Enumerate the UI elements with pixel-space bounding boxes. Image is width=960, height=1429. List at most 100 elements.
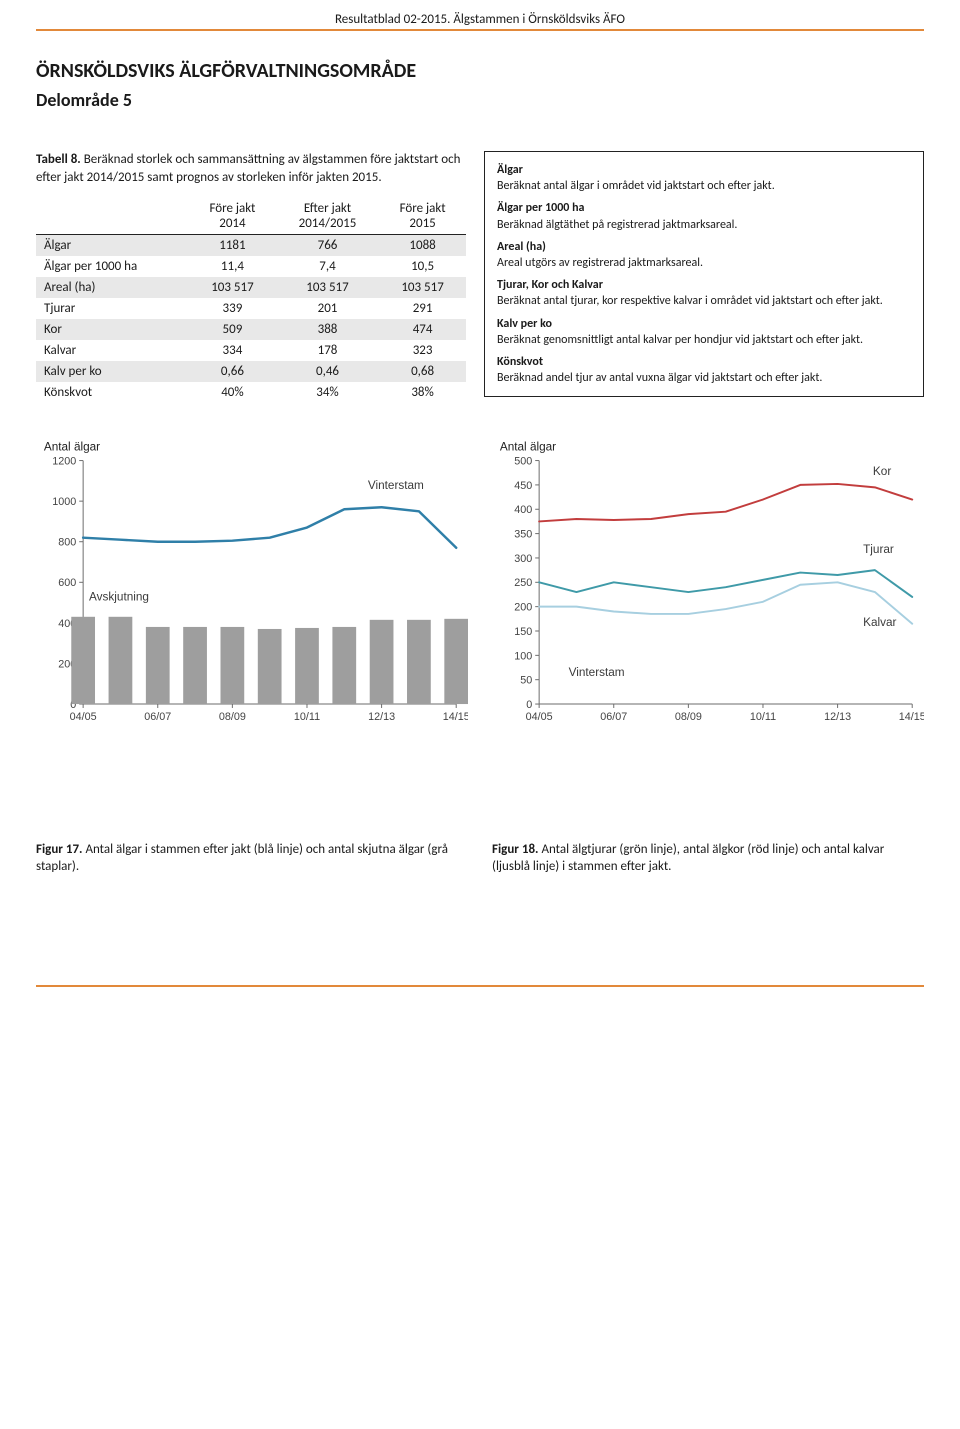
figure-18-text: Antal älgtjurar (grön linje), antal älgk… (492, 842, 884, 874)
chart-left-panel: Antal älgar02004006008001000120004/0506/… (36, 437, 468, 732)
svg-text:400: 400 (514, 504, 532, 516)
cell-value: 1088 (379, 235, 466, 257)
svg-text:08/09: 08/09 (219, 711, 246, 723)
definition-desc: Areal utgörs av registrerad jaktmarksare… (497, 255, 911, 271)
svg-text:100: 100 (514, 650, 532, 662)
svg-text:Antal älgar: Antal älgar (500, 441, 556, 454)
svg-text:300: 300 (514, 553, 532, 565)
table-row: Kor509388474 (36, 319, 466, 340)
cell-value: 34% (276, 382, 379, 403)
definition-term: Kalv per ko (497, 316, 911, 332)
chart-left: Antal älgar02004006008001000120004/0506/… (36, 437, 468, 732)
cell-value: 0,46 (276, 361, 379, 382)
cell-value: 339 (189, 298, 276, 319)
svg-text:Tjurar: Tjurar (863, 543, 894, 556)
figure-17-caption: Figur 17. Antal älgar i stammen efter ja… (36, 842, 468, 876)
svg-text:Kor: Kor (873, 465, 891, 478)
row-label: Kor (36, 319, 189, 340)
figure-17-lead: Figur 17. (36, 842, 83, 857)
chart-right: Antal älgar05010015020025030035040045050… (492, 437, 924, 732)
col-header-3-bottom: 2015 (387, 216, 458, 231)
definitions-column: ÄlgarBeräknat antal älgar i området vid … (484, 151, 924, 397)
table-column: Tabell 8. Beräknad storlek och sammansät… (36, 151, 466, 403)
svg-text:14/15: 14/15 (899, 711, 924, 723)
cell-value: 10,5 (379, 256, 466, 277)
col-header-3-top: Före jakt (400, 201, 446, 216)
figure-captions-row: Figur 17. Antal älgar i stammen efter ja… (36, 842, 924, 876)
charts-row: Antal älgar02004006008001000120004/0506/… (36, 437, 924, 732)
col-header-blank (36, 198, 189, 235)
table-caption-lead: Tabell 8. (36, 152, 81, 167)
footer-rule (36, 985, 924, 987)
table-caption-text: Beräknad storlek och sammansättning av ä… (36, 152, 461, 185)
svg-text:Antal älgar: Antal älgar (44, 441, 100, 454)
row-label: Kalvar (36, 340, 189, 361)
row-label: Kalv per ko (36, 361, 189, 382)
definition-term: Älgar (497, 162, 911, 178)
svg-text:Vinterstam: Vinterstam (368, 479, 424, 492)
svg-text:06/07: 06/07 (600, 711, 627, 723)
svg-text:500: 500 (514, 456, 532, 468)
definition-desc: Beräknat genomsnittligt antal kalvar per… (497, 332, 911, 348)
table-row: Älgar per 1000 ha11,47,410,5 (36, 256, 466, 277)
svg-text:12/13: 12/13 (368, 711, 395, 723)
content-columns: Tabell 8. Beräknad storlek och sammansät… (36, 151, 924, 403)
col-header-2-bottom: 2014/2015 (284, 216, 371, 231)
cell-value: 0,68 (379, 361, 466, 382)
cell-value: 103 517 (189, 277, 276, 298)
svg-text:10/11: 10/11 (294, 711, 320, 723)
figure-17-text: Antal älgar i stammen efter jakt (blå li… (36, 842, 448, 874)
col-header-1: Före jakt2014 (189, 198, 276, 235)
cell-value: 474 (379, 319, 466, 340)
page-title: ÖRNSKÖLDSVIKS ÄLGFÖRVALTNINGSOMRÅDE (36, 59, 924, 83)
row-label: Könskvot (36, 382, 189, 403)
cell-value: 334 (189, 340, 276, 361)
svg-text:800: 800 (58, 537, 76, 549)
svg-text:10/11: 10/11 (750, 711, 776, 723)
definition-desc: Beräknad älgtäthet på registrerad jaktma… (497, 217, 911, 233)
col-header-2-top: Efter jakt (304, 201, 351, 216)
definition-desc: Beräknad andel tjur av antal vuxna älgar… (497, 370, 911, 386)
cell-value: 103 517 (379, 277, 466, 298)
definition-term: Könskvot (497, 354, 911, 370)
figure-18-caption: Figur 18. Antal älgtjurar (grön linje), … (492, 842, 924, 876)
chart-right-panel: Antal älgar05010015020025030035040045050… (492, 437, 924, 732)
svg-text:250: 250 (514, 577, 532, 589)
table-row: Älgar11817661088 (36, 235, 466, 257)
cell-value: 38% (379, 382, 466, 403)
svg-text:1200: 1200 (52, 456, 76, 468)
svg-text:14/15: 14/15 (443, 711, 468, 723)
definition-desc: Beräknat antal tjurar, kor respektive ka… (497, 293, 911, 309)
row-label: Tjurar (36, 298, 189, 319)
data-table: Före jakt2014 Efter jakt2014/2015 Före j… (36, 198, 466, 403)
cell-value: 766 (276, 235, 379, 257)
svg-text:04/05: 04/05 (526, 711, 553, 723)
definitions-box: ÄlgarBeräknat antal älgar i området vid … (484, 151, 924, 397)
subarea-title: Delområde 5 (36, 89, 924, 111)
svg-text:200: 200 (514, 602, 532, 614)
row-label: Areal (ha) (36, 277, 189, 298)
col-header-2: Efter jakt2014/2015 (276, 198, 379, 235)
col-header-1-top: Före jakt (209, 201, 255, 216)
svg-text:450: 450 (514, 480, 532, 492)
svg-text:150: 150 (514, 626, 532, 638)
table-row: Areal (ha)103 517103 517103 517 (36, 277, 466, 298)
svg-text:Kalvar: Kalvar (863, 616, 896, 629)
svg-text:06/07: 06/07 (144, 711, 171, 723)
cell-value: 0,66 (189, 361, 276, 382)
figure-18-lead: Figur 18. (492, 842, 539, 857)
svg-text:50: 50 (520, 675, 532, 687)
col-header-1-bottom: 2014 (197, 216, 268, 231)
cell-value: 388 (276, 319, 379, 340)
col-header-3: Före jakt2015 (379, 198, 466, 235)
cell-value: 40% (189, 382, 276, 403)
table-row: Kalvar334178323 (36, 340, 466, 361)
definition-term: Älgar per 1000 ha (497, 200, 911, 216)
definition-term: Areal (ha) (497, 239, 911, 255)
table-row: Tjurar339201291 (36, 298, 466, 319)
cell-value: 178 (276, 340, 379, 361)
definition-desc: Beräknat antal älgar i området vid jakts… (497, 178, 911, 194)
cell-value: 323 (379, 340, 466, 361)
svg-text:350: 350 (514, 529, 532, 541)
svg-text:Vinterstam: Vinterstam (569, 666, 625, 679)
